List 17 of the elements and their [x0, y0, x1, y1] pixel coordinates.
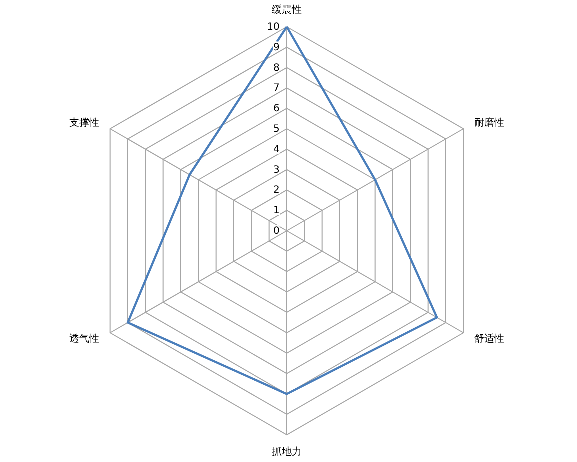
spoke-label: 透气性 — [70, 333, 100, 346]
spoke-label: 耐磨性 — [474, 116, 504, 129]
y-tick-label: 2 — [273, 185, 280, 196]
y-tick-label: 7 — [273, 83, 280, 94]
y-tick-label: 6 — [273, 104, 280, 115]
y-tick-label: 4 — [273, 144, 280, 156]
y-tick-label: 1 — [273, 206, 280, 217]
spoke-label: 缓震性 — [272, 4, 302, 16]
spoke-label: 舒适性 — [474, 333, 504, 346]
spoke-label: 抓地力 — [272, 446, 302, 458]
y-tick-label: 9 — [273, 42, 280, 54]
y-tick-label: 3 — [273, 164, 280, 176]
spoke-label: 支撑性 — [70, 116, 100, 129]
y-tick-label: 10 — [267, 22, 280, 33]
y-tick-label: 8 — [273, 62, 280, 74]
y-tick-label: 5 — [273, 124, 280, 135]
y-tick-label: 0 — [273, 226, 280, 237]
